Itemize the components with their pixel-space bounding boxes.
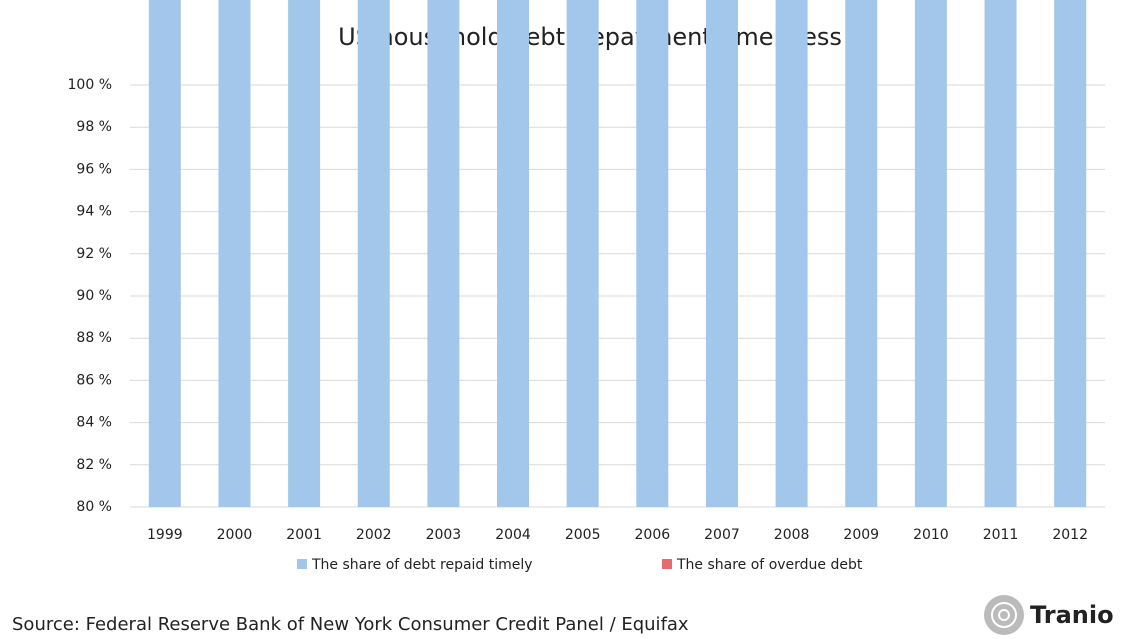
x-tick-label: 2012 [1052, 527, 1088, 543]
y-tick-label: 98 % [76, 119, 112, 135]
y-tick-label: 88 % [76, 330, 112, 346]
x-tick-label: 1999 [147, 527, 183, 543]
x-tick-label: 2005 [565, 527, 601, 543]
logo-icon [984, 595, 1024, 635]
x-tick-label: 2003 [426, 527, 462, 543]
y-tick-label: 84 % [76, 415, 112, 431]
y-tick-label: 90 % [76, 288, 112, 304]
bar-segment [218, 0, 251, 507]
x-tick-label: 2001 [286, 527, 322, 543]
y-tick-label: 92 % [76, 246, 112, 262]
y-tick-label: 86 % [76, 372, 112, 388]
brand: Tranio [1030, 601, 1114, 629]
bar-segment [705, 0, 738, 507]
bar-segment [636, 0, 669, 507]
x-tick-label: 2004 [495, 527, 531, 543]
bar-segment [914, 0, 947, 507]
bar-segment [497, 0, 530, 507]
source: Source: Federal Reserve Bank of New York… [12, 614, 689, 635]
bar-segment [1054, 0, 1087, 507]
x-tick-label: 2011 [983, 527, 1019, 543]
bar-segment [288, 0, 321, 507]
y-tick-label: 80 % [76, 499, 112, 515]
x-tick-label: 2008 [774, 527, 810, 543]
bar-segment [566, 0, 599, 507]
x-tick-label: 2002 [356, 527, 392, 543]
legend-swatch [662, 559, 672, 569]
x-tick-label: 2006 [635, 527, 671, 543]
brand-logo [984, 595, 1024, 635]
x-tick-label: 2009 [843, 527, 879, 543]
x-tick-label: 2007 [704, 527, 740, 543]
bar-segment [357, 0, 390, 507]
bar-segment [148, 0, 181, 507]
logo-ring [991, 602, 1017, 628]
y-tick-label: 96 % [76, 161, 112, 177]
y-tick-label: 82 % [76, 457, 112, 473]
bar-segment [427, 0, 460, 507]
bar-segment [984, 0, 1017, 507]
y-tick-label: 100 % [68, 77, 112, 93]
logo-ring [998, 609, 1010, 621]
x-tick-label: 2000 [217, 527, 253, 543]
y-tick-label: 94 % [76, 204, 112, 220]
legend-label: The share of overdue debt [676, 557, 863, 573]
legend-label: The share of debt repaid timely [311, 557, 533, 573]
legend-swatch [297, 559, 307, 569]
x-tick-label: 2010 [913, 527, 949, 543]
bar-segment [845, 0, 878, 507]
bar-segment [775, 0, 808, 507]
